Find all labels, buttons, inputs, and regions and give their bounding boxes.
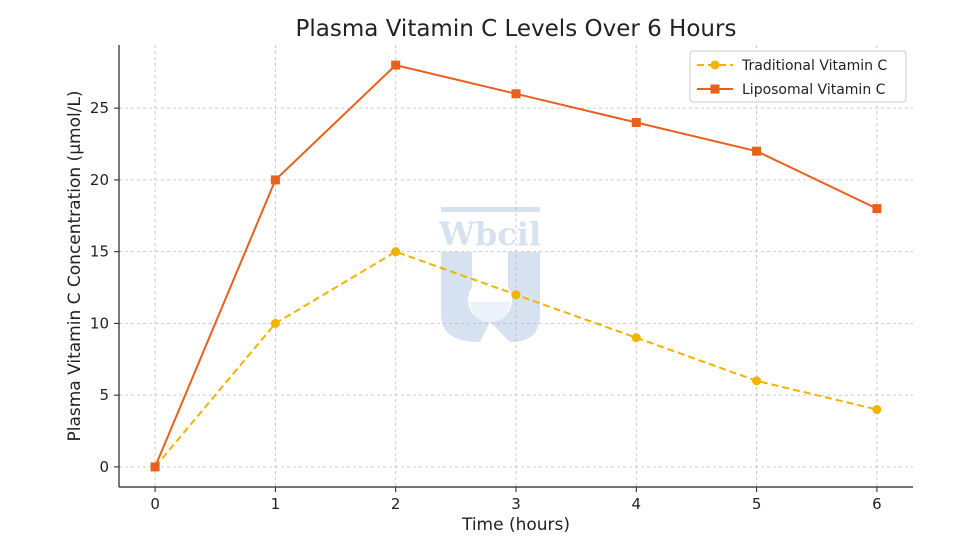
data-point (391, 60, 401, 70)
x-tick-label: 5 (752, 495, 762, 513)
y-tick-label: 5 (99, 386, 109, 404)
watermark-text: Wbcil (438, 215, 541, 253)
chart-title: Plasma Vitamin C Levels Over 6 Hours (296, 16, 737, 42)
y-axis-label: Plasma Vitamin C Concentration (µmol/L) (65, 90, 85, 441)
y-tick-label: 0 (99, 458, 109, 476)
y-tick-label: 15 (90, 243, 109, 261)
legend-label: Traditional Vitamin C (741, 58, 887, 74)
y-tick-label: 25 (90, 99, 109, 117)
x-tick-label: 0 (150, 495, 160, 513)
series-group (150, 60, 882, 472)
legend-box (689, 50, 907, 103)
y-tick-label: 10 (90, 314, 109, 332)
x-tick-label: 2 (391, 495, 401, 513)
data-point (872, 204, 882, 214)
data-point (511, 89, 521, 99)
data-point (631, 333, 641, 343)
data-point (752, 376, 762, 386)
data-point (270, 175, 280, 185)
legend-label: Liposomal Vitamin C (742, 82, 886, 98)
x-tick-label: 1 (271, 495, 281, 513)
data-point (631, 117, 641, 127)
x-tick-label: 6 (872, 495, 882, 513)
x-tick-label: 3 (511, 495, 521, 513)
data-point (511, 290, 521, 300)
watermark-logo: Wbcil (438, 207, 541, 342)
x-axis-label: Time (hours) (461, 515, 570, 535)
legend-marker (710, 60, 720, 70)
data-point (391, 247, 401, 257)
axes: 0 1 2 3 4 5 6 0 5 10 15 20 25 (90, 45, 913, 513)
y-tick-label: 20 (90, 171, 109, 189)
data-point (150, 462, 160, 472)
series-2 (150, 60, 882, 472)
legend: Traditional Vitamin C Liposomal Vitamin C (689, 50, 907, 103)
grid-lines (119, 45, 913, 487)
data-point (872, 405, 882, 415)
x-tick-label: 4 (632, 495, 642, 513)
data-point (270, 318, 280, 328)
legend-marker (710, 84, 720, 94)
data-point (752, 146, 762, 156)
